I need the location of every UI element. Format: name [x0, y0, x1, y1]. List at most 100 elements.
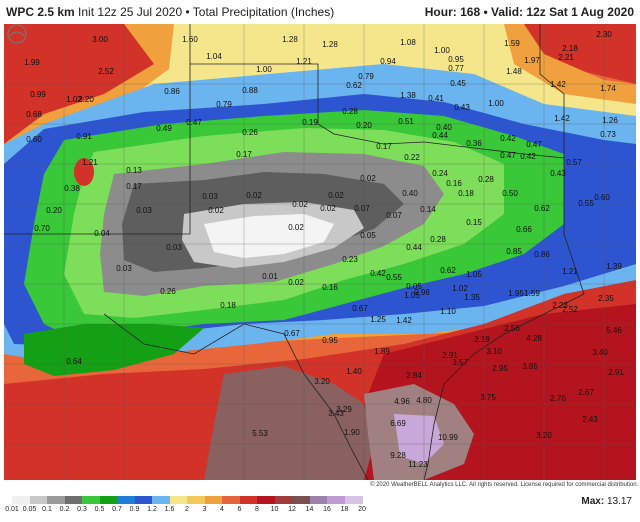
field-west-red-spot — [74, 158, 94, 186]
legend-tick: 8 — [255, 506, 259, 513]
precip-value-label: 0.13 — [126, 166, 142, 175]
legend-swatch — [257, 496, 275, 504]
precip-value-label: 0.26 — [242, 128, 258, 137]
legend-tick: 2 — [185, 506, 189, 513]
precip-value-label: 1.99 — [24, 58, 40, 67]
precip-value-label: 0.20 — [46, 206, 62, 215]
precip-value-label: 1.00 — [256, 65, 272, 74]
precip-value-label: 0.60 — [26, 135, 42, 144]
precip-value-label: 0.47 — [186, 118, 202, 127]
legend-tick: 0.5 — [94, 506, 105, 513]
legend-tick: 4 — [220, 506, 224, 513]
precip-value-label: 0.02 — [246, 191, 262, 200]
precip-value-label: 0.02 — [288, 223, 304, 232]
separator-2: • — [483, 5, 488, 19]
precip-value-label: 1.04 — [206, 52, 222, 61]
precip-value-label: 0.18 — [220, 301, 236, 310]
precip-value-label: 0.79 — [216, 100, 232, 109]
precip-value-label: 0.18 — [458, 189, 474, 198]
legend-tick: 0.7 — [112, 506, 122, 513]
legend-swatch — [187, 496, 205, 504]
precip-value-label: 2.30 — [596, 30, 612, 39]
legend-swatch — [47, 496, 65, 504]
precip-value-label: 0.66 — [516, 225, 532, 234]
legend-swatch — [344, 496, 363, 504]
precip-value-label: 0.07 — [354, 204, 370, 213]
valid-value: 12z Sat 1 Aug 2020 — [526, 5, 634, 19]
precip-value-label: 0.14 — [420, 205, 436, 214]
precip-value-label: 1.21 — [562, 267, 578, 276]
precip-value-label: 0.40 — [402, 189, 418, 198]
precip-value-label: 1.42 — [554, 114, 570, 123]
legend-swatch — [117, 496, 135, 504]
precip-value-label: 0.16 — [446, 179, 462, 188]
precip-value-label: 1.00 — [488, 99, 504, 108]
legend-swatch — [134, 496, 153, 504]
precip-value-label: 0.05 — [360, 231, 376, 240]
precip-value-label: 0.67 — [352, 304, 368, 313]
precipitation-map: 3.00 1.60 1.28 1.28 1.08 1.59 2.30 2.18 1.99 2.52… — [4, 24, 636, 480]
precip-value-label: 0.28 — [342, 107, 358, 116]
precip-value-label: 1.05 — [466, 270, 482, 279]
precip-value-label: 0.19 — [302, 118, 318, 127]
county-lines — [4, 24, 636, 480]
ok-border — [190, 63, 319, 124]
precip-value-label: 1.97 — [524, 56, 540, 65]
precip-value-label: 1.60 — [182, 35, 198, 44]
precip-value-label: 0.68 — [26, 110, 42, 119]
precip-value-label: 2.21 — [558, 53, 574, 62]
legend-tick: 6 — [237, 506, 242, 513]
precip-value-label: 1.02 — [452, 284, 468, 293]
precip-value-label: 1.28 — [282, 35, 298, 44]
precip-value-label: 2.70 — [550, 394, 566, 403]
max-value: Max: 13.17 — [581, 496, 632, 507]
precip-value-label: 2.35 — [598, 294, 614, 303]
precip-value-label: 0.02 — [288, 278, 304, 287]
precip-value-label: 1.42 — [550, 80, 566, 89]
legend-tick: 18 — [340, 506, 349, 513]
precip-value-label: 0.26 — [160, 287, 176, 296]
separator: • — [185, 5, 190, 19]
precip-value-label: 0.50 — [502, 189, 518, 198]
precip-value-label: 2.20 — [78, 95, 94, 104]
field-white — [204, 214, 334, 258]
precip-value-label: 0.94 — [380, 57, 396, 66]
precip-value-label: 2.43 — [582, 415, 598, 424]
precip-value-label: 1.05 — [404, 291, 420, 300]
nm-border — [4, 24, 191, 235]
precip-value-label: 0.42 — [500, 134, 516, 143]
precip-value-label: 0.17 — [236, 150, 252, 159]
precip-value-label: 0.07 — [386, 211, 402, 220]
legend-tick: 0.05 — [22, 506, 37, 513]
legend-swatch — [239, 496, 258, 504]
precip-value-label: 2.19 — [474, 335, 490, 344]
legend-swatch — [29, 496, 48, 504]
legend-swatch — [99, 496, 118, 504]
precip-value-label: 0.24 — [432, 169, 448, 178]
legend-swatch — [64, 496, 83, 504]
model-name: WPC 2.5 km — [6, 5, 75, 19]
legend-tick: 12 — [288, 506, 296, 513]
precip-value-label: 5.46 — [606, 326, 622, 335]
precip-value-label: 1.28 — [322, 40, 338, 49]
gulf-coast — [423, 293, 585, 480]
precip-value-label: 3.75 — [480, 393, 496, 402]
precip-value-label: 0.77 — [448, 64, 464, 73]
precip-value-label: 0.86 — [164, 87, 180, 96]
legend-swatch — [12, 496, 30, 504]
precip-value-label: 0.60 — [594, 193, 610, 202]
precip-value-label: 0.49 — [156, 124, 172, 133]
legend-tick: 16 — [323, 506, 331, 513]
legend-swatch — [82, 496, 100, 504]
precip-value-label: 0.16 — [322, 283, 338, 292]
precip-value-label: 0.43 — [550, 169, 566, 178]
precip-value-label: 10.99 — [437, 433, 459, 442]
precip-value-label: 0.15 — [466, 218, 482, 227]
precip-value-label: 1.21 — [296, 57, 312, 66]
precip-value-label: 0.43 — [454, 103, 470, 112]
precip-value-label: 2.52 — [98, 67, 114, 76]
precip-value-label: 4.28 — [526, 334, 542, 343]
precip-value-label: 4.80 — [416, 396, 432, 405]
max-label: Max: — [581, 496, 605, 507]
precip-value-label: 3.20 — [536, 431, 552, 440]
